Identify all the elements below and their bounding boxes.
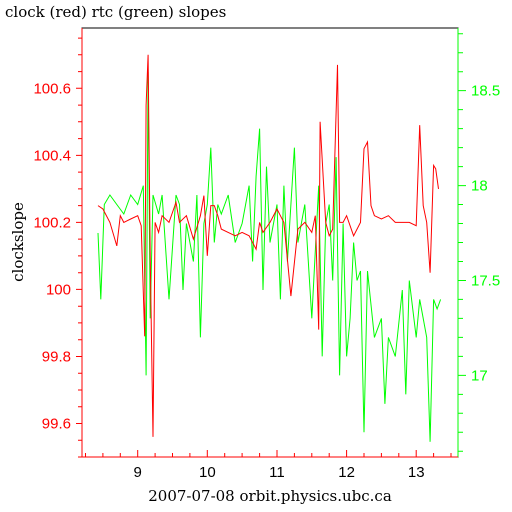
left-tick-label: 100.4: [33, 147, 71, 164]
x-tick-label: 11: [269, 464, 285, 481]
left-tick-label: 99.6: [42, 415, 71, 432]
x-tick-label: 13: [408, 464, 425, 481]
right-axis-ticks: 17 17.5 18 18.5: [457, 28, 500, 457]
series-layer: [97, 54, 442, 442]
right-tick-label: 17: [471, 367, 488, 384]
left-tick-label: 100.2: [33, 214, 71, 231]
left-axis-ticks: 99.6 99.8 100 100.2 100.4 100.6: [33, 28, 83, 458]
clock-slope-line: [97, 54, 439, 437]
x-axis-tick-marks: [85, 450, 452, 457]
left-tick-label: 100.6: [33, 80, 71, 97]
left-tick-label: 100: [46, 281, 71, 298]
right-axis-tick-marks: [458, 33, 466, 452]
x-axis-label: 2007-07-08 orbit.physics.ubc.ca: [148, 487, 392, 505]
rtc-slope-line: [97, 71, 442, 442]
y-axis-label: clockslope: [9, 202, 27, 282]
x-axis-ticks: 9 10 11 12 13: [82, 450, 458, 481]
chart-title: clock (red) rtc (green) slopes: [5, 3, 226, 21]
right-tick-label: 18: [471, 178, 488, 195]
x-tick-label: 10: [199, 464, 216, 481]
right-tick-label: 17.5: [471, 272, 500, 289]
right-tick-label: 18.5: [471, 83, 500, 100]
left-axis-tick-marks: [76, 37, 82, 458]
x-tick-label: 12: [338, 464, 355, 481]
x-tick-label: 9: [134, 464, 142, 481]
left-tick-label: 99.8: [42, 348, 71, 365]
